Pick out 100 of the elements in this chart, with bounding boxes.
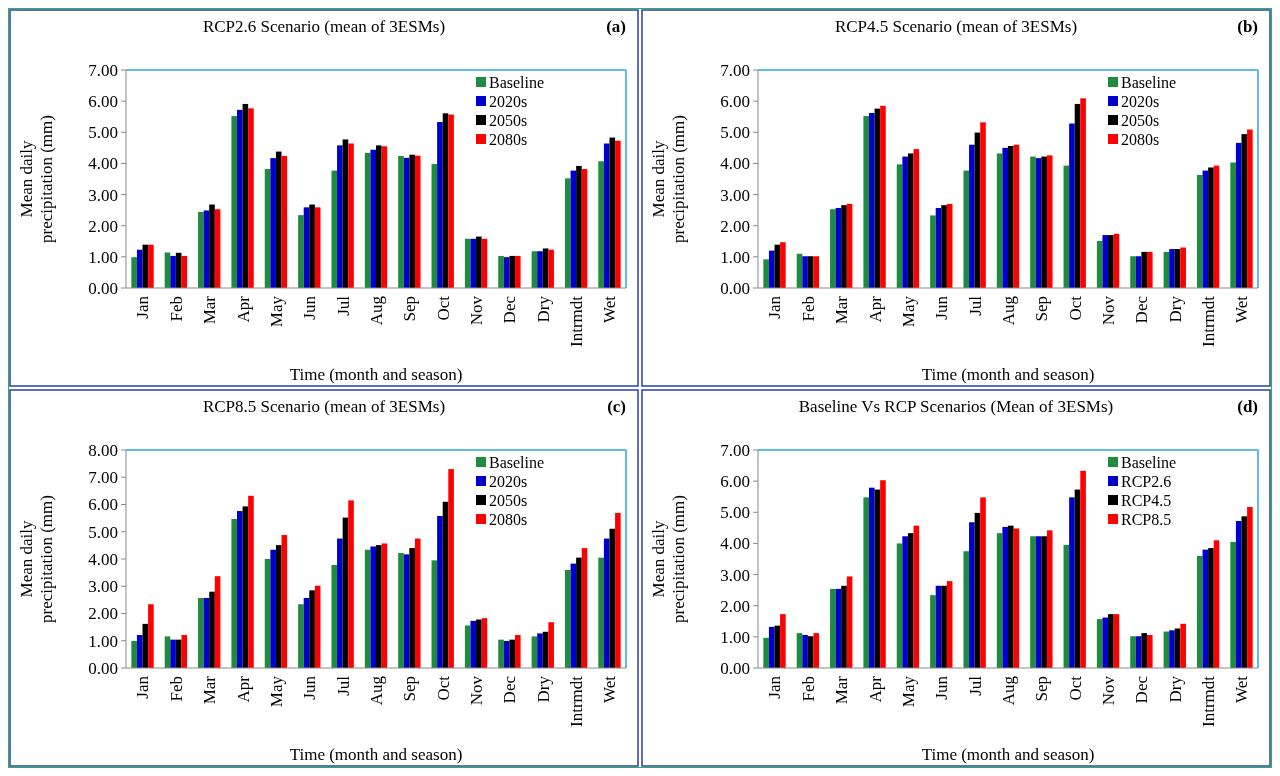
x-tick-label: Apr (233, 295, 253, 323)
y-tick-label: 6.00 (720, 92, 750, 112)
bar (1180, 623, 1186, 668)
bar (275, 545, 282, 668)
bar (868, 112, 875, 288)
x-tick-label: May (266, 675, 286, 708)
y-tick-label: 2.00 (720, 596, 750, 616)
bar (1002, 147, 1008, 288)
legend-label: 2050s (489, 111, 528, 129)
bar (802, 634, 808, 668)
chart-title: RCP4.5 Scenario (mean of 3ESMs) (834, 17, 1078, 36)
x-tick-label: Sep (400, 676, 420, 702)
bar (841, 585, 847, 668)
text: (c) (607, 397, 626, 416)
text: (d) (1237, 397, 1258, 416)
bar (409, 154, 415, 288)
x-tick-label: Sep (1032, 296, 1052, 322)
bar (564, 178, 571, 288)
legend-label: Baseline (489, 73, 545, 91)
legend-label: Baseline (1121, 453, 1177, 471)
y-tick-label: 6.00 (720, 472, 750, 492)
x-tick-label: Jan (133, 295, 153, 319)
legend-label: 2050s (1121, 111, 1160, 129)
bar (270, 549, 276, 668)
bar (1130, 256, 1136, 288)
x-tick-label: Oct (1065, 675, 1085, 701)
bar (537, 251, 543, 288)
bar (136, 635, 143, 668)
y-tick-label: 0.00 (720, 278, 750, 298)
bar (1147, 634, 1153, 668)
chart-title: Baseline Vs RCP Scenarios (Mean of 3ESMs) (798, 397, 1114, 416)
x-tick-label: Jun (300, 675, 320, 700)
bar (331, 170, 338, 288)
y-tick-label: 6.00 (88, 495, 118, 515)
x-tick-label: Feb (798, 296, 818, 322)
bar (969, 522, 975, 668)
bar (863, 497, 869, 668)
bar (181, 635, 188, 668)
bar (370, 546, 376, 668)
bar (1169, 249, 1175, 288)
bar (930, 595, 936, 668)
x-tick-label: Dry (1165, 675, 1185, 703)
bar (448, 469, 454, 668)
legend-label: 2080s (1121, 130, 1160, 148)
y-tick-label: 4.00 (720, 534, 750, 554)
bar (768, 626, 775, 668)
x-tick-label: Wet (1232, 295, 1252, 323)
bar (309, 590, 315, 668)
x-tick-label: Nov (1099, 675, 1119, 706)
y-tick-label: 7.00 (88, 60, 118, 80)
x-tick-label: Aug (366, 295, 386, 326)
x-axis-title: Time (month and season) (921, 365, 1095, 384)
bar (209, 591, 215, 668)
bar (813, 633, 820, 668)
bar (537, 633, 543, 668)
x-tick-label: Apr (865, 295, 885, 323)
bar (1046, 530, 1053, 668)
y-tick-label: 5.00 (720, 123, 750, 143)
x-tick-label: Jul (333, 295, 353, 316)
bar (509, 639, 516, 668)
bar (470, 620, 477, 668)
bar (131, 641, 137, 668)
bar (830, 588, 836, 668)
y-tick-label: 4.00 (88, 549, 118, 569)
x-tick-label: Intrmdt (567, 675, 587, 727)
bar (1046, 155, 1053, 288)
x-tick-label: Jan (765, 675, 785, 699)
x-tick-label: Wet (1232, 675, 1252, 703)
bar (515, 635, 521, 668)
bar (763, 637, 769, 668)
bar (198, 597, 204, 668)
bar (1247, 129, 1253, 288)
bar (1069, 497, 1075, 668)
x-tick-label: Dec (500, 295, 520, 324)
bar (437, 515, 443, 668)
x-tick-label: Dec (1132, 675, 1152, 704)
bar (780, 242, 786, 288)
bar (1208, 548, 1214, 668)
bar (548, 622, 554, 668)
bar (1030, 156, 1036, 288)
x-tick-label: May (898, 675, 918, 708)
bar (609, 137, 616, 288)
y-tick-label: 0.00 (88, 658, 118, 678)
bar (498, 639, 504, 668)
bar (868, 487, 875, 668)
y-axis-title: Mean daily precipitation (mm) (649, 115, 688, 243)
bar (348, 143, 354, 288)
bar (1247, 506, 1253, 668)
bar (980, 497, 986, 668)
bar (309, 204, 315, 288)
bar (476, 236, 482, 288)
legend-label: Baseline (489, 453, 545, 471)
y-tick-label: 0.00 (88, 278, 118, 298)
bar (1080, 470, 1086, 668)
x-tick-label: Mar (200, 675, 220, 705)
x-tick-label: Jul (333, 675, 353, 696)
y-tick-label: 6.00 (88, 92, 118, 112)
chart-title: RCP2.6 Scenario (mean of 3ESMs) (202, 17, 446, 36)
bar (370, 149, 376, 288)
bar (437, 122, 443, 288)
